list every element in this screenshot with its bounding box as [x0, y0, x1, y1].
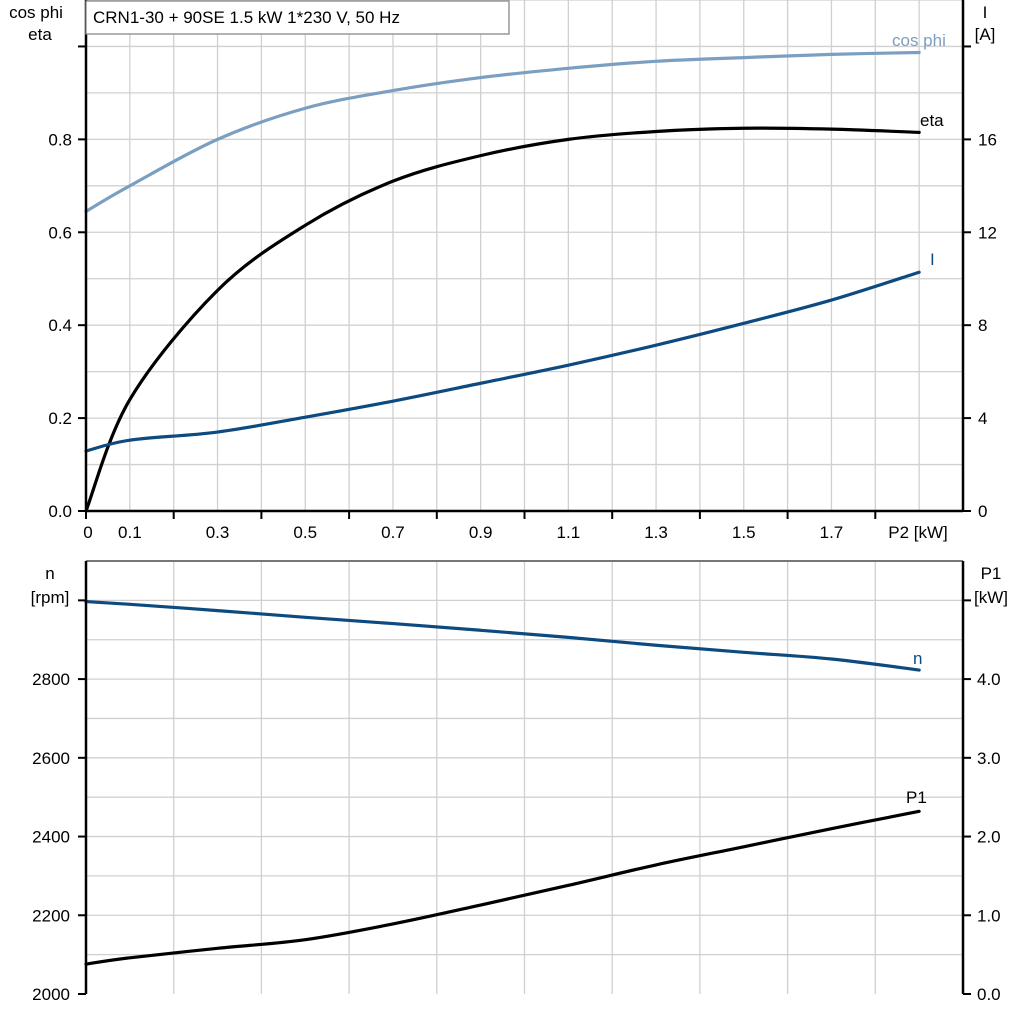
title-box: [85, 0, 510, 35]
top-grid: [86, 0, 963, 511]
series-label-cos-phi: cos phi: [892, 31, 946, 50]
curves: [84, 50, 921, 966]
y-right-label-top-2: [A]: [975, 25, 996, 44]
x-tick-label: 1.3: [644, 523, 668, 542]
y-left-tick-label: 0.8: [48, 130, 72, 149]
tick-labels: 0 0.1 0.3 0.5 0.7 0.9 1.1 1.3 1.5 1.7 0.0 0.2 0.4 0.6…: [32, 130, 1000, 1004]
x-tick-label: 0.3: [206, 523, 230, 542]
x-tick-label: 0.5: [293, 523, 317, 542]
x-axis-label: P2 [kW]: [888, 523, 948, 542]
y-left-tick-label: 0.0: [48, 502, 72, 521]
x-tick-label: 0.7: [381, 523, 405, 542]
y-left-label-top-1: cos phi: [9, 3, 63, 22]
curve-n: [84, 599, 921, 672]
y-left-tick-label: 2600: [32, 749, 70, 768]
y-right-tick-label: 0.0: [977, 985, 1001, 1004]
x-tick-label: 0.9: [469, 523, 493, 542]
y-right-label-bottom-1: P1: [981, 564, 1002, 583]
y-right-tick-label: 2.0: [977, 828, 1001, 847]
y-right-tick-label: 0: [978, 502, 987, 521]
labels: CRN1-30 + 90SE 1.5 kW 1*230 V, 50 Hz cos…: [9, 0, 1008, 807]
y-left-label-top-2: eta: [28, 25, 52, 44]
y-right-tick-label: 12: [978, 223, 997, 242]
x-tick-label: 1.5: [732, 523, 756, 542]
axes: [78, 0, 971, 995]
y-left-tick-label: 0.2: [48, 409, 72, 428]
chart-title: CRN1-30 + 90SE 1.5 kW 1*230 V, 50 Hz: [93, 8, 400, 27]
y-left-tick-label: 2000: [32, 985, 70, 1004]
y-right-label-top-1: I: [983, 3, 988, 22]
curve-cos-phi: [84, 50, 921, 213]
x-tick-label: 0: [83, 523, 92, 542]
curve-p1: [84, 809, 921, 966]
y-left-tick-label: 0.6: [48, 223, 72, 242]
x-tick-label: 0.1: [118, 523, 142, 542]
y-left-tick-label: 2400: [32, 828, 70, 847]
y-right-tick-label: 4: [978, 409, 987, 428]
y-left-label-bottom-2: [rpm]: [31, 588, 70, 607]
y-right-tick-label: 3.0: [977, 749, 1001, 768]
y-right-tick-label: 16: [978, 130, 997, 149]
y-left-tick-label: 0.4: [48, 316, 72, 335]
y-left-label-bottom-1: n: [45, 564, 54, 583]
curve-i: [84, 270, 921, 453]
y-right-tick-label: 8: [978, 316, 987, 335]
x-tick-label: 1.1: [557, 523, 581, 542]
y-right-label-bottom-2: [kW]: [974, 588, 1008, 607]
series-label-p1: P1: [906, 788, 927, 807]
x-tick-label: 1.7: [820, 523, 844, 542]
curve-eta: [84, 126, 921, 513]
y-left-tick-label: 2200: [32, 906, 70, 925]
y-right-tick-label: 4.0: [977, 670, 1001, 689]
bottom-grid: [86, 560, 963, 994]
y-left-tick-label: 2800: [32, 670, 70, 689]
series-label-eta: eta: [920, 111, 944, 130]
series-label-i: I: [930, 250, 935, 269]
series-label-n: n: [913, 649, 922, 668]
y-right-tick-label: 1.0: [977, 906, 1001, 925]
